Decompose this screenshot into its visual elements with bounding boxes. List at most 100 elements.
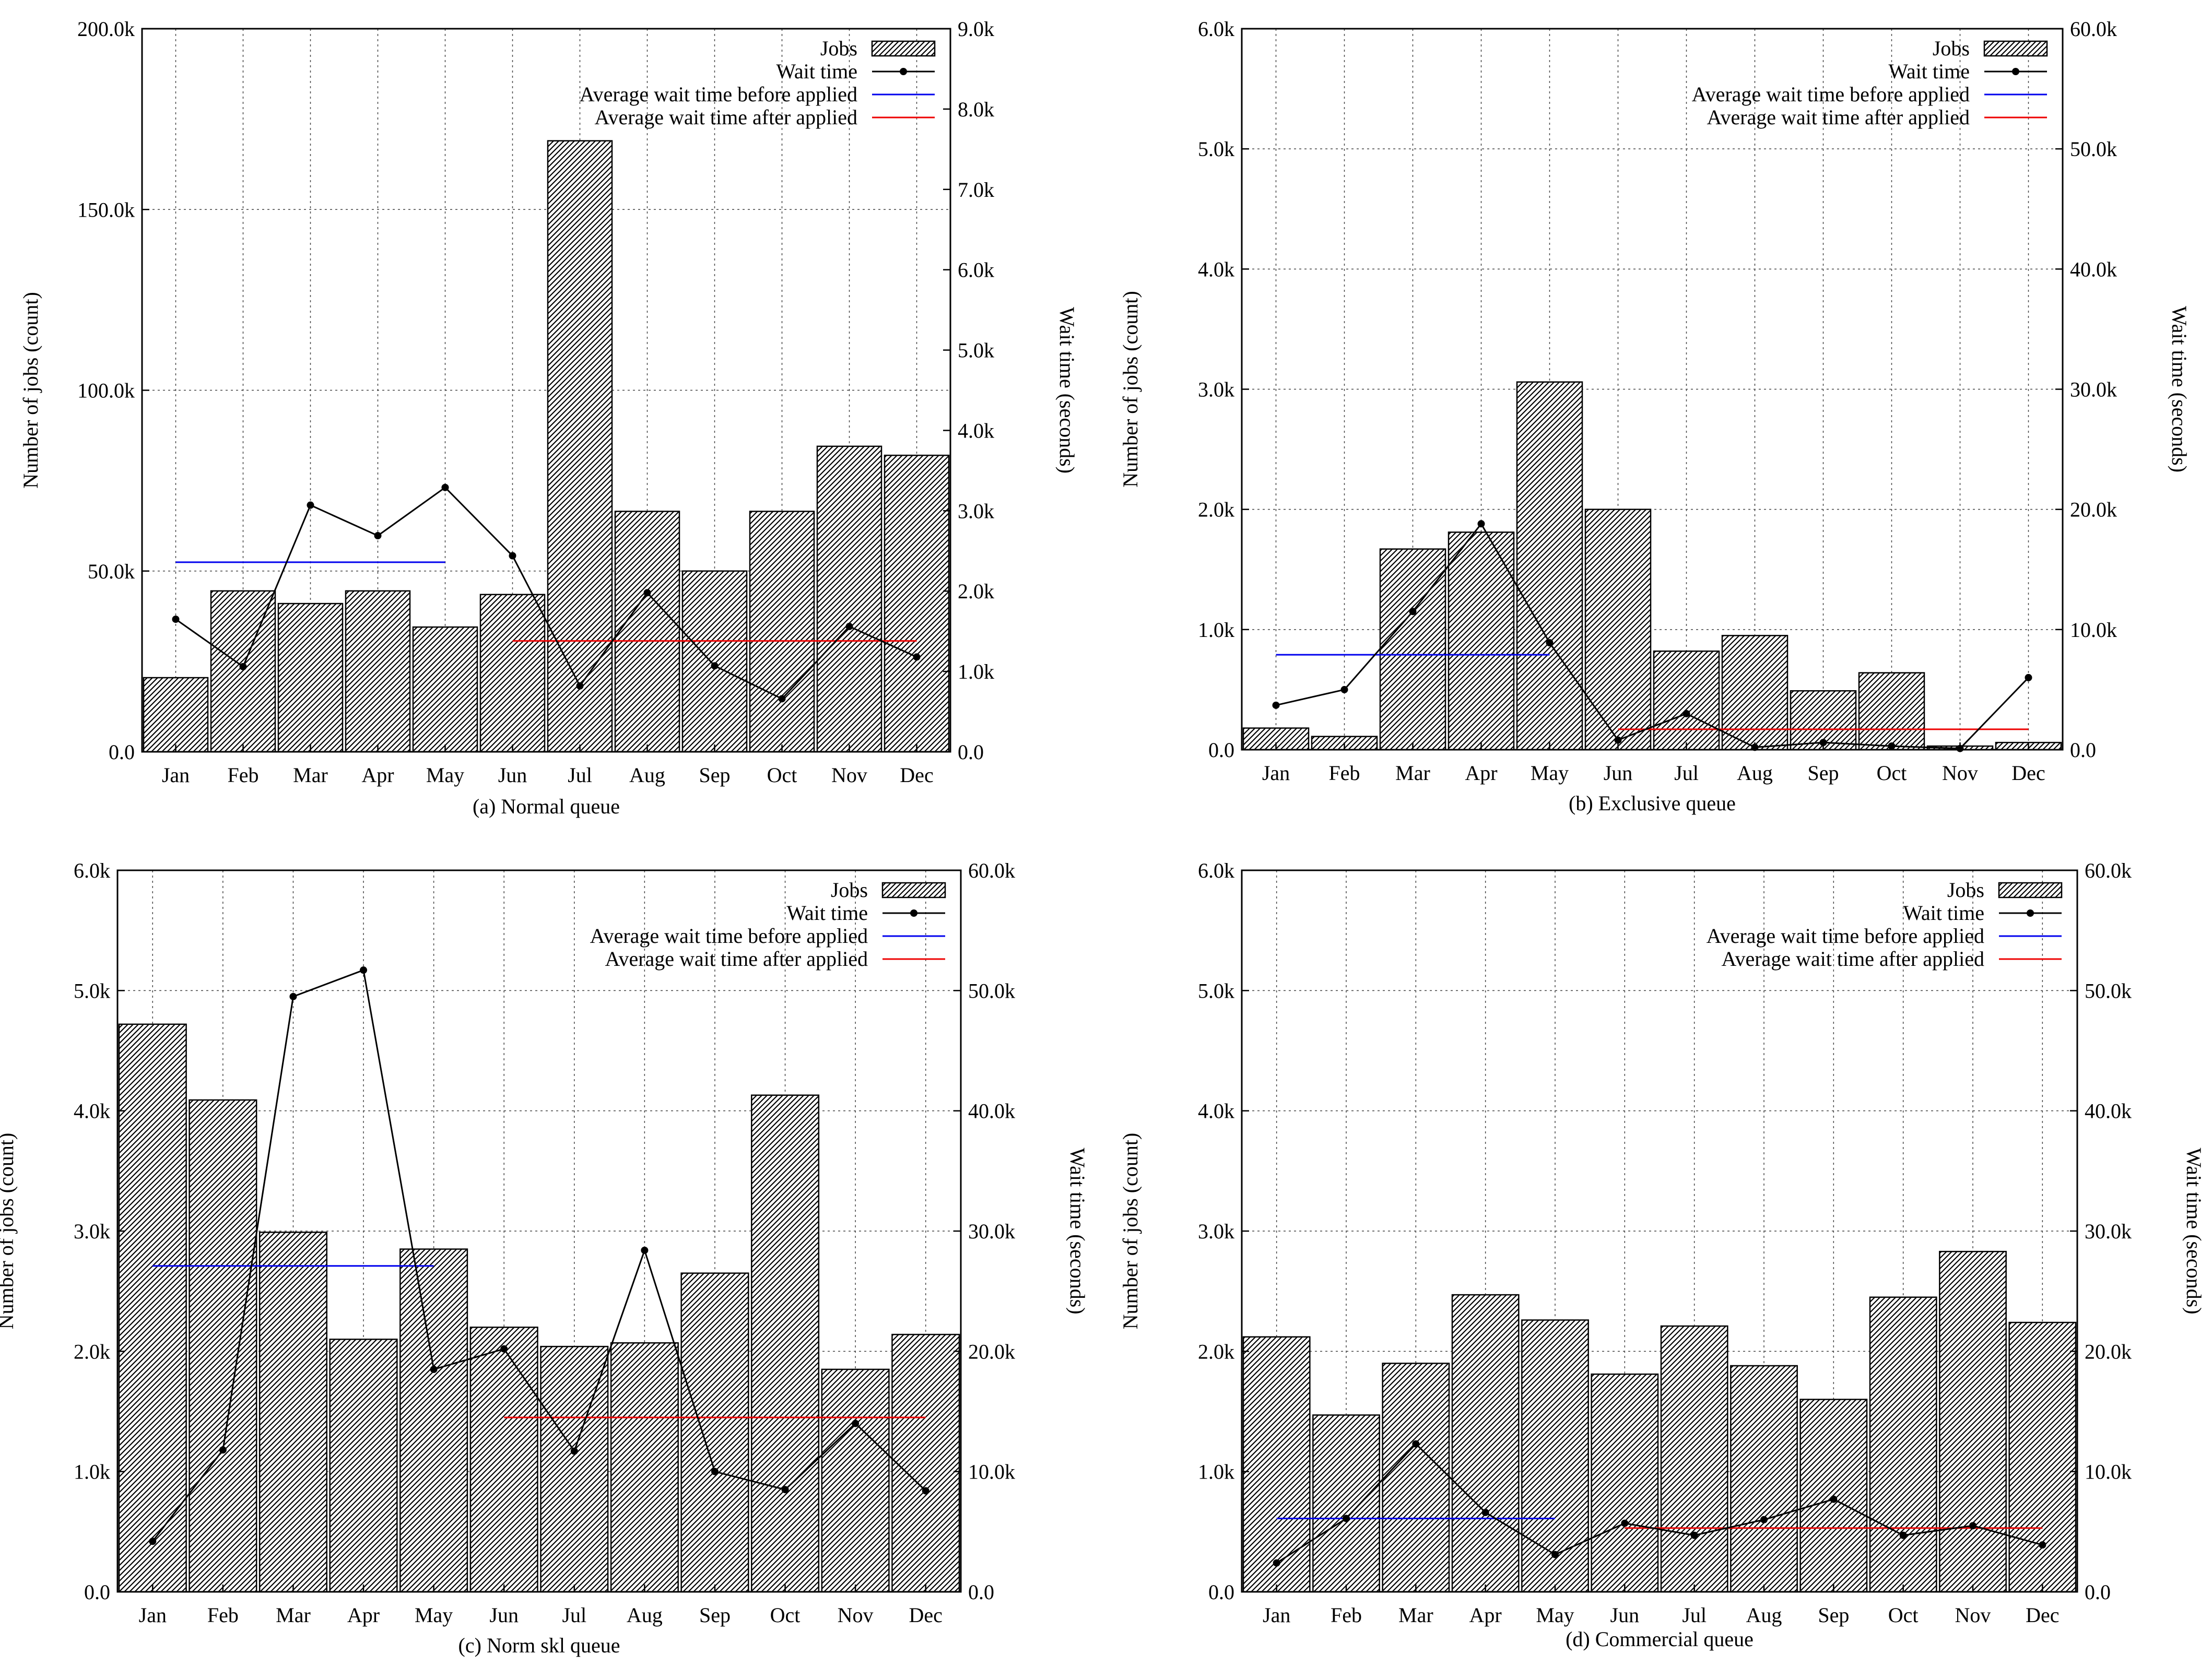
bar-jan [1242,1336,1311,1593]
y2-axis-title: Wait time (seconds) [2168,306,2191,472]
legend-label-before: Average wait time before applied [1707,924,1984,948]
y2-tick-label: 60.0k [968,859,1015,882]
bar-aug [1721,635,1789,751]
x-tick-label: Dec [2011,761,2045,785]
x-tick-label: Aug [627,1603,663,1627]
wait-point-apr [1481,1508,1489,1516]
x-tick-label: Oct [770,1603,801,1627]
bar-dec [2008,1321,2077,1593]
y2-tick-label: 1.0k [958,660,994,683]
wait-point-jan [172,616,180,623]
y2-tick-label: 20.0k [2085,1340,2132,1363]
x-tick-label: Jun [1604,761,1633,785]
y2-tick-label: 60.0k [2070,17,2117,41]
y-tick-label: 6.0k [1198,17,1234,41]
x-tick-label: Jan [162,763,190,787]
y2-tick-label: 10.0k [2070,618,2117,642]
x-tick-label: Sep [1818,1603,1849,1627]
bar-oct [1858,672,1925,751]
wait-point-oct [1899,1531,1907,1539]
y-tick-label: 5.0k [74,979,110,1002]
bar-jun [1584,509,1652,751]
y2-tick-label: 60.0k [2085,859,2132,882]
wait-point-feb [239,663,247,670]
wait-point-nov [852,1420,860,1427]
legend-label-before: Average wait time before applied [1692,82,1970,106]
bar-dec [884,454,950,753]
x-tick-label: Sep [1808,761,1839,785]
y-tick-label: 6.0k [74,859,110,882]
y2-axis-title: Wait time (seconds) [1066,1148,1089,1315]
y-tick-label: 50.0k [88,560,135,583]
y2-tick-label: 40.0k [2070,257,2117,281]
wait-point-may [430,1365,438,1373]
wait-time-line [175,486,917,700]
bar-dec [891,1333,960,1593]
grid-exclusive-queue [1242,29,2063,750]
bar-jun [469,1327,538,1593]
x-tick-label: Oct [767,763,797,787]
wait-point-dec [922,1487,929,1495]
legend-label-jobs: Jobs [831,878,868,902]
legend-key-jobs [1983,40,2048,57]
legend-label-before: Average wait time before applied [580,82,857,106]
x-tick-label: May [1531,761,1569,785]
y-tick-label: 4.0k [1198,1099,1234,1123]
wait-point-jun [500,1345,508,1353]
wait-point-jun [1614,736,1622,744]
legend-key-jobs [1998,882,2063,898]
bar-apr [1451,1294,1520,1593]
legend-key-wait-point [2027,909,2034,917]
y-tick-label: 200.0k [77,17,135,41]
wait-point-may [1546,639,1554,647]
bar-feb [210,590,276,753]
legend-label-after: Average wait time after applied [1707,105,1970,129]
y-tick-label: 3.0k [1198,1220,1234,1243]
y2-tick-label: 30.0k [2085,1220,2132,1243]
legend-key-wait-point [900,68,907,75]
x-tick-label: Jun [489,1603,519,1627]
chart-panel-exclusive-queue: 0.0 1.0k 2.0k 3.0k 4.0k 5.0k 6.0k 0.0 10.0k 20.0k… [1106,0,2212,834]
wait-point-mar [289,992,297,1000]
y2-tick-label: 2.0k [958,580,994,603]
y-axis-title: Number of jobs (count) [1119,1133,1142,1330]
bar-aug [614,511,680,753]
y-tick-label: 100.0k [77,379,135,403]
wait-point-may [441,483,449,491]
wait-point-jul [570,1447,578,1455]
bar-may [412,626,478,753]
x-tick-label: Apr [1465,761,1497,785]
wait-point-sep [1830,1495,1838,1503]
x-tick-label: Sep [699,763,731,787]
bar-may [1521,1319,1589,1593]
y-tick-label: 150.0k [77,198,135,221]
bar-oct [1869,1296,1937,1593]
y2-tick-label: 10.0k [968,1460,1015,1484]
y-tick-label: 0.0 [1208,738,1234,762]
y-tick-label: 0.0 [84,1580,110,1604]
bar-aug [1730,1365,1798,1593]
wait-point-may [1551,1551,1559,1558]
legend-label-wait: Wait time [1903,901,1984,925]
y-tick-label: 2.0k [74,1340,110,1363]
bar-jan [118,1023,187,1593]
x-tick-label: Dec [900,763,933,787]
y2-tick-label: 9.0k [958,17,994,41]
x-tick-label: Oct [1888,1603,1919,1627]
y-axis-title: Number of jobs (count) [1119,291,1142,488]
y2-tick-label: 5.0k [958,339,994,362]
bar-jul [1653,651,1720,751]
wait-point-nov [845,622,853,630]
y-tick-label: 5.0k [1198,979,1234,1002]
bar-jun [479,594,546,753]
legend-label-wait: Wait time [776,60,857,83]
wait-point-jul [576,682,584,690]
y2-axis-title: Wait time (seconds) [1055,307,1079,474]
x-tick-label: Apr [1469,1603,1502,1627]
wait-point-aug [1760,1516,1768,1523]
x-tick-label: Jan [1263,1603,1290,1627]
x-tick-label: Sep [699,1603,731,1627]
